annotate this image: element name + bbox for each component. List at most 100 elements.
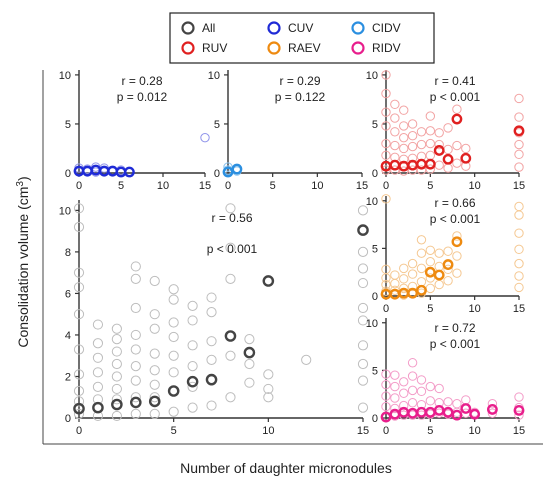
ridv-y-tick-label: 10 xyxy=(366,318,378,330)
ruv-raw-point xyxy=(390,99,400,110)
all-raw-point xyxy=(206,400,217,411)
ridv-raw-point xyxy=(399,388,409,398)
ruv-stat-r: r = 0.41 xyxy=(434,74,475,88)
raev-raw-point xyxy=(514,210,524,220)
raev-mean-point xyxy=(424,266,436,278)
all-raw-point xyxy=(111,323,122,334)
ridv-raw-point xyxy=(390,381,400,392)
ridv-raw-point xyxy=(487,408,498,418)
all-raw-point xyxy=(244,377,255,388)
ridv-raw-point xyxy=(399,400,409,411)
all-raw-point xyxy=(92,338,104,349)
all-mean-point xyxy=(243,346,256,359)
ruv-mean-point xyxy=(433,145,445,156)
ridv-mean-point xyxy=(486,404,498,415)
ridv-mean-point xyxy=(513,404,525,416)
ridv-raw-point xyxy=(434,383,444,394)
x-axis-title: Number of daughter micronodules xyxy=(180,460,392,476)
raev-raw-point xyxy=(407,269,418,279)
raev-y-tick-label: 5 xyxy=(372,243,378,255)
all-raw-point xyxy=(73,408,85,419)
cuv-y-tick-label: 0 xyxy=(65,168,71,180)
all-raw-point xyxy=(92,319,104,330)
all-raw-point xyxy=(149,309,160,320)
all-raw-point xyxy=(206,307,217,318)
ruv-x-tick-label: 10 xyxy=(469,180,481,192)
all-mean-point xyxy=(262,275,275,287)
raev-raw-point xyxy=(443,264,453,275)
legend-marker-cidv xyxy=(351,21,365,35)
all-raw-point xyxy=(357,263,369,274)
all-raw-point xyxy=(92,352,104,363)
all-mean-point xyxy=(73,402,85,415)
ruv-raw-point xyxy=(399,143,409,154)
ruv-raw-point xyxy=(416,127,427,137)
all-raw-point xyxy=(73,282,85,293)
all-raw-point xyxy=(301,354,312,365)
raev-raw-point xyxy=(416,263,427,274)
all-y-tick-label: 6 xyxy=(65,288,71,300)
ridv-raw-point xyxy=(381,369,391,379)
ridv-raw-point xyxy=(461,395,471,405)
raev-raw-point xyxy=(399,263,409,274)
raev-raw-point xyxy=(514,228,524,238)
legend-marker-all xyxy=(181,21,195,35)
ridv-x-tick-label: 10 xyxy=(469,425,481,437)
all-raw-point xyxy=(357,277,369,289)
legend-label-cidv: CIDV xyxy=(372,21,401,35)
all-x-tick-label: 5 xyxy=(171,425,177,437)
ruv-raw-point xyxy=(390,113,400,123)
ruv-raw-point xyxy=(434,160,444,170)
cidv-x-tick-label: 10 xyxy=(311,180,323,192)
ruv-raw-point xyxy=(381,107,391,117)
ruv-raw-point xyxy=(416,165,427,175)
raev-raw-point xyxy=(390,285,400,295)
all-raw-point xyxy=(111,394,122,405)
all-mean-point xyxy=(129,396,142,409)
all-raw-point xyxy=(168,350,179,361)
all-raw-point xyxy=(149,392,160,403)
raev-raw-point xyxy=(390,270,400,280)
all-raw-point xyxy=(187,340,198,351)
panel-all: 0 5 10 15 0 2 4 6 8 10 r = 0.56 p < 0.001 xyxy=(59,200,369,437)
ridv-stat-p: p < 0.001 xyxy=(430,337,481,351)
all-raw-point xyxy=(168,284,179,295)
all-stat-p: p < 0.001 xyxy=(207,242,258,256)
raev-raw-point xyxy=(452,268,462,278)
ruv-raw-point xyxy=(425,126,436,136)
cuv-y-tick-label: 5 xyxy=(65,119,71,131)
all-raw-point xyxy=(73,396,85,407)
all-raw-point xyxy=(149,348,160,359)
ridv-raw-point xyxy=(407,371,418,381)
legend-label-raev: RAEV xyxy=(288,41,321,55)
all-raw-point xyxy=(92,367,104,378)
all-mean-point xyxy=(186,375,199,388)
ruv-mean-point xyxy=(513,125,525,137)
all-raw-point xyxy=(149,323,160,334)
ridv-mean-point xyxy=(380,411,392,423)
raev-raw-point xyxy=(514,282,524,293)
ridv-raw-point xyxy=(514,392,524,402)
all-raw-point xyxy=(357,246,369,258)
ridv-raw-point xyxy=(390,403,400,414)
legend: All CUV CIDV RUV RAEV RIDV xyxy=(169,12,435,64)
ridv-mean-point xyxy=(442,406,454,418)
legend-marker-ridv xyxy=(351,41,365,55)
all-raw-point xyxy=(130,408,141,419)
legend-marker-cuv xyxy=(267,21,281,35)
panel-ruv: 0 5 10 15 0 5 10 r = 0.41 p < 0.001 xyxy=(366,70,525,192)
cidv-stat-r: r = 0.29 xyxy=(279,74,320,88)
all-raw-point xyxy=(244,358,255,370)
legend-label-cuv: CUV xyxy=(288,21,313,35)
ruv-raw-point xyxy=(461,143,471,154)
raev-mean-point xyxy=(407,287,418,299)
ruv-raw-point xyxy=(425,150,436,161)
ridv-raw-point xyxy=(407,398,418,408)
cuv-stat-r: r = 0.28 xyxy=(121,74,162,88)
ridv-mean-point xyxy=(469,408,481,420)
all-raw-point xyxy=(168,317,179,328)
all-raw-point xyxy=(168,331,179,343)
ruv-y-tick-label: 5 xyxy=(372,119,378,131)
ruv-raw-point xyxy=(381,70,391,80)
